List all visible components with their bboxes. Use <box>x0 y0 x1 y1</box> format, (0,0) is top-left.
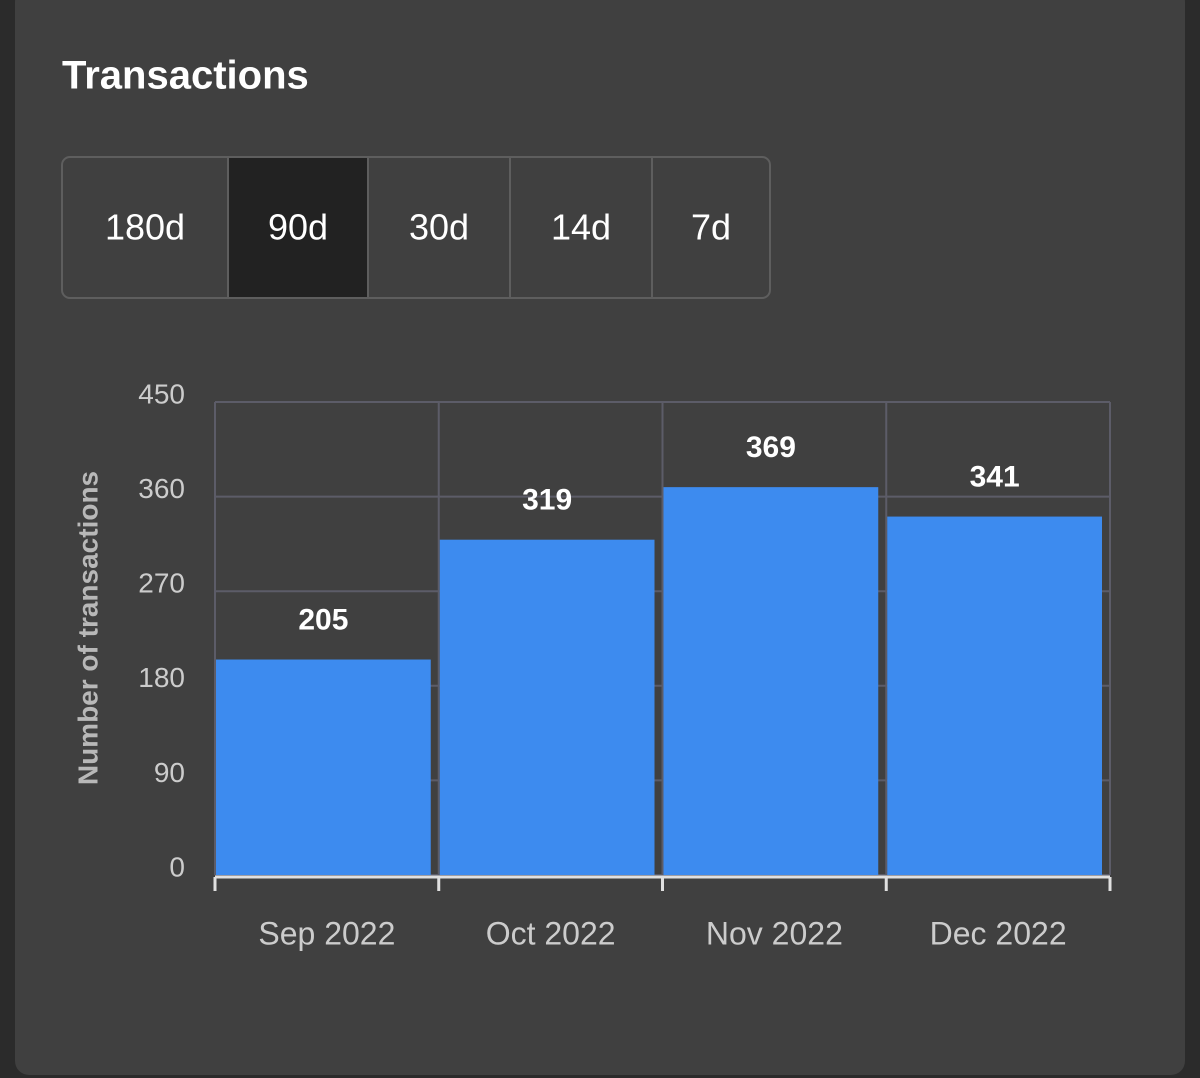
value-label: 341 <box>970 460 1020 493</box>
y-tick-label: 360 <box>138 473 185 504</box>
y-axis-label: Number of transactions <box>72 471 103 785</box>
tab[interactable]: 14d <box>551 207 611 248</box>
x-tick-label: Sep 2022 <box>258 915 395 951</box>
value-label: 369 <box>746 431 796 464</box>
y-tick-label: 450 <box>138 378 185 409</box>
value-label: 205 <box>298 603 348 636</box>
y-tick-label: 180 <box>138 662 185 693</box>
y-tick-label: 0 <box>169 851 185 882</box>
y-tick-label: 270 <box>138 568 185 599</box>
tab[interactable]: 90d <box>268 207 328 248</box>
bar <box>216 659 431 875</box>
value-label: 319 <box>522 484 572 517</box>
tab[interactable]: 30d <box>409 207 469 248</box>
tab[interactable]: 180d <box>105 207 185 248</box>
bar <box>887 516 1102 875</box>
range-tabs: 180d 90d 30d 14d 7d <box>61 156 771 299</box>
chart: Number of transactions 0 90 180 270 360 450 20… <box>72 378 1112 951</box>
tab-selected-bg <box>228 158 368 297</box>
bar <box>439 539 655 875</box>
x-tick-label: Oct 2022 <box>486 915 616 951</box>
title: Transactions <box>62 54 309 98</box>
x-tick-label: Nov 2022 <box>706 915 843 951</box>
x-tick-label: Dec 2022 <box>930 915 1067 951</box>
y-tick-label: 90 <box>154 757 185 788</box>
bar <box>663 487 879 875</box>
tab[interactable]: 7d <box>691 207 731 248</box>
